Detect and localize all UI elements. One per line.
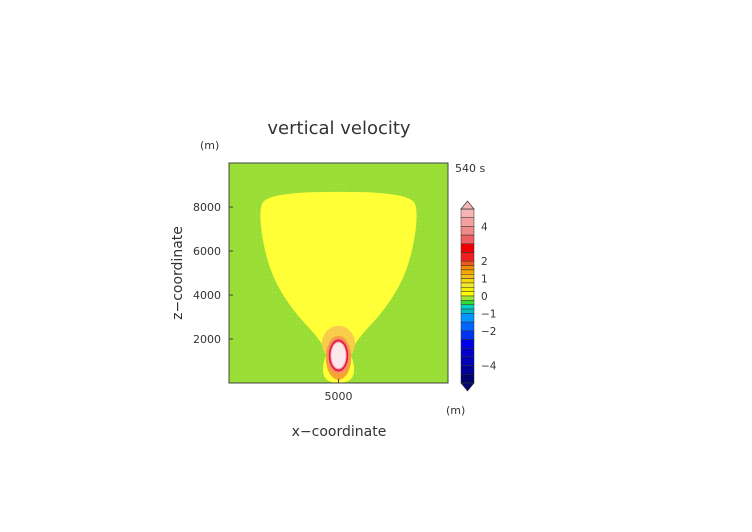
colorbar-overflow-marker	[460, 200, 475, 210]
colorbar-label: −1	[481, 308, 496, 320]
x-axis: 5000	[325, 379, 353, 403]
colorbar-band	[460, 330, 475, 340]
colorbar-band	[460, 265, 475, 271]
y-tick-label: 8000	[193, 201, 221, 214]
colorbar: 4 2 1 0 −1 −2 −4	[460, 200, 497, 392]
x-tick-label: 5000	[325, 390, 353, 403]
colorbar-band	[460, 295, 475, 301]
colorbar-band	[460, 269, 475, 275]
x-axis-label: x−coordinate	[292, 424, 387, 440]
y-axis-label: z−coordinate	[170, 226, 186, 320]
plot-area	[229, 163, 448, 383]
colorbar-band	[460, 291, 475, 297]
colorbar-band	[460, 308, 475, 314]
time-label: 540 s	[455, 162, 485, 175]
grid-texture	[229, 163, 448, 383]
colorbar-band	[460, 356, 475, 366]
colorbar-band	[460, 339, 475, 349]
colorbar-band	[460, 313, 475, 323]
y-tick-label: 6000	[193, 245, 221, 258]
colorbar-label: −4	[481, 361, 497, 373]
colorbar-band	[460, 278, 475, 284]
colorbar-band	[460, 282, 475, 288]
colorbar-band	[460, 208, 475, 218]
colorbar-band	[460, 287, 475, 292]
y-tick-label: 4000	[193, 289, 221, 302]
colorbar-band	[460, 260, 475, 266]
colorbar-label: 0	[481, 291, 488, 303]
colorbar-label: −2	[481, 326, 496, 338]
colorbar-band	[460, 300, 475, 305]
colorbar-band	[460, 217, 475, 227]
colorbar-band	[460, 252, 475, 262]
colorbar-band	[460, 374, 475, 384]
colorbar-band	[460, 234, 475, 245]
colorbar-label: 1	[481, 274, 488, 286]
colorbar-label: 2	[481, 256, 488, 268]
colorbar-band	[460, 347, 475, 358]
colorbar-band	[460, 304, 475, 310]
chart-title: vertical velocity	[267, 118, 411, 139]
colorbar-band	[460, 365, 475, 375]
colorbar-underflow-marker	[460, 382, 475, 392]
y-tick-label: 2000	[193, 333, 221, 346]
y-axis: 2000 4000 6000 8000	[193, 201, 233, 346]
colorbar-band	[460, 226, 475, 236]
colorbar-label: 4	[481, 221, 488, 233]
y-unit-label: (m)	[200, 139, 219, 152]
colorbar-band	[460, 243, 475, 253]
colorbar-band	[460, 321, 475, 332]
colorbar-band	[460, 274, 475, 279]
x-unit-label: (m)	[446, 404, 465, 417]
